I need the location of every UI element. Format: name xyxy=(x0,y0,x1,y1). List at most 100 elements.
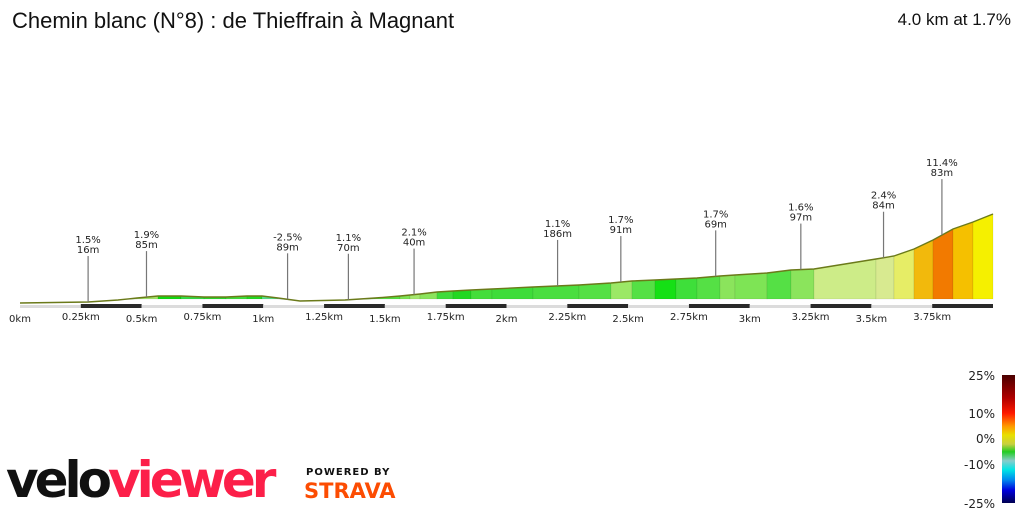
strava-logo[interactable]: STRAVA xyxy=(304,479,396,503)
profile-segment xyxy=(952,221,974,300)
distance-bar-segment xyxy=(567,304,629,308)
x-axis-ticks: 0km 0.25km 0.5km 0.75km 1km 1.25km 1.5km 1.75km… xyxy=(9,312,951,325)
x-tick-label: 0.25km xyxy=(62,312,100,323)
annotation-length: 84m xyxy=(872,201,894,212)
grade-annotation: 1.1%70m xyxy=(336,233,361,300)
profile-segment xyxy=(790,268,815,300)
grade-annotation: 1.9%85m xyxy=(134,230,159,298)
x-tick-label: 2km xyxy=(496,314,518,325)
x-tick-label: 0.5km xyxy=(126,314,157,325)
grade-annotation: 1.6%97m xyxy=(788,203,814,270)
annotation-grade: 11.4% xyxy=(926,158,958,169)
grade-color-legend: 25% 10% 0% -10% -25% xyxy=(964,369,1015,511)
powered-by-label: POWERED BY xyxy=(306,467,391,478)
x-tick-label: 1km xyxy=(252,314,274,325)
annotation-length: 97m xyxy=(790,213,812,224)
profile-outline xyxy=(19,213,994,304)
distance-bar-segment xyxy=(871,305,933,308)
annotation-length: 83m xyxy=(931,168,953,179)
annotation-length: 70m xyxy=(337,243,359,254)
profile-segment xyxy=(932,228,954,300)
x-tick-label: 0km xyxy=(9,314,31,325)
profile-segment xyxy=(696,275,721,300)
distance-bar-segment xyxy=(20,305,81,308)
annotation-grade: 1.5% xyxy=(75,235,100,246)
grade-annotation: 11.4%83m xyxy=(926,158,958,236)
distance-bar-segment xyxy=(80,304,142,308)
x-tick-label: 1.5km xyxy=(369,314,400,325)
annotation-grade: -2.5% xyxy=(273,232,302,243)
grade-annotation: 2.1%40m xyxy=(401,228,427,295)
profile-segment xyxy=(813,258,877,300)
legend-label-neg10: -10% xyxy=(964,458,995,472)
legend-label-10: 10% xyxy=(968,407,995,421)
x-tick-label: 1.75km xyxy=(427,312,465,323)
distance-bar-segment xyxy=(141,305,203,308)
grade-annotation: 1.1%186m xyxy=(543,219,572,286)
annotation-grade: 1.1% xyxy=(336,233,361,244)
legend-label-0: 0% xyxy=(976,432,995,446)
profile-segment xyxy=(913,239,934,300)
grade-annotation: 1.5%16m xyxy=(75,235,101,302)
grade-annotation: 1.7%69m xyxy=(703,209,728,277)
distance-bar-segment xyxy=(263,305,325,308)
distance-bar-segment xyxy=(445,304,507,308)
annotation-length: 40m xyxy=(403,238,425,249)
profile-segment xyxy=(893,248,915,300)
profile-segment xyxy=(766,269,792,300)
annotation-grade: 1.9% xyxy=(134,230,159,241)
annotation-grade: 1.1% xyxy=(545,219,570,230)
x-tick-label: 3.5km xyxy=(856,314,887,325)
annotation-grade: 1.6% xyxy=(788,203,813,214)
distance-bar-segment xyxy=(506,305,568,308)
x-tick-label: 3.75km xyxy=(913,312,951,323)
x-tick-label: 1.25km xyxy=(305,312,343,323)
x-tick-label: 3.25km xyxy=(792,312,830,323)
annotation-grade: 2.4% xyxy=(871,191,896,202)
distance-bar-segment xyxy=(384,305,446,308)
profile-segment xyxy=(972,213,994,300)
annotation-grade: 1.7% xyxy=(703,209,728,220)
x-tick-label: 2.75km xyxy=(670,312,708,323)
annotation-length: 89m xyxy=(276,242,298,253)
route-title: Chemin blanc (N°8) : de Thieffrain à Mag… xyxy=(12,8,455,33)
legend-label-neg25: -25% xyxy=(964,497,995,511)
annotation-length: 91m xyxy=(610,225,632,236)
annotation-length: 85m xyxy=(135,240,157,251)
profile-segment xyxy=(631,279,656,300)
grade-annotation: -2.5%89m xyxy=(273,232,302,300)
grade-annotations: 1.5%16m1.9%85m-2.5%89m1.1%70m2.1%40m1.1%… xyxy=(75,158,958,302)
distance-bar-segment xyxy=(202,304,264,308)
profile-top-line xyxy=(19,213,994,304)
annotation-length: 69m xyxy=(704,219,726,230)
logo-velo: velo xyxy=(6,451,112,509)
legend-label-25: 25% xyxy=(968,369,995,383)
profile-segment xyxy=(654,278,677,300)
logo-viewer: viewer xyxy=(108,451,276,509)
x-tick-label: 2.5km xyxy=(612,314,643,325)
distance-bar-segment xyxy=(628,305,689,308)
distance-bar-segment xyxy=(810,304,872,308)
distance-bar-segment xyxy=(749,305,811,308)
annotation-length: 186m xyxy=(543,229,572,240)
profile-segment xyxy=(734,272,768,300)
veloviewer-logo[interactable]: veloviewer xyxy=(6,451,276,509)
distance-bar-segment xyxy=(688,304,750,308)
distance-bar-segment xyxy=(324,304,385,308)
grade-colorbar xyxy=(1002,375,1015,503)
profile-segment xyxy=(610,280,633,300)
route-summary: 4.0 km at 1.7% xyxy=(897,10,1011,29)
x-tick-label: 2.25km xyxy=(548,312,586,323)
grade-annotation: 2.4%84m xyxy=(871,191,896,258)
x-tick-label: 3km xyxy=(739,314,761,325)
x-tick-label: 0.75km xyxy=(184,312,222,323)
annotation-grade: 2.1% xyxy=(401,228,426,239)
profile-segments xyxy=(19,213,994,304)
annotation-grade: 1.7% xyxy=(608,215,633,226)
distance-bar-segment xyxy=(932,304,993,308)
profile-segment xyxy=(875,255,895,300)
grade-annotation: 1.7%91m xyxy=(608,215,634,283)
profile-segment xyxy=(719,274,736,300)
annotation-length: 16m xyxy=(77,245,99,256)
